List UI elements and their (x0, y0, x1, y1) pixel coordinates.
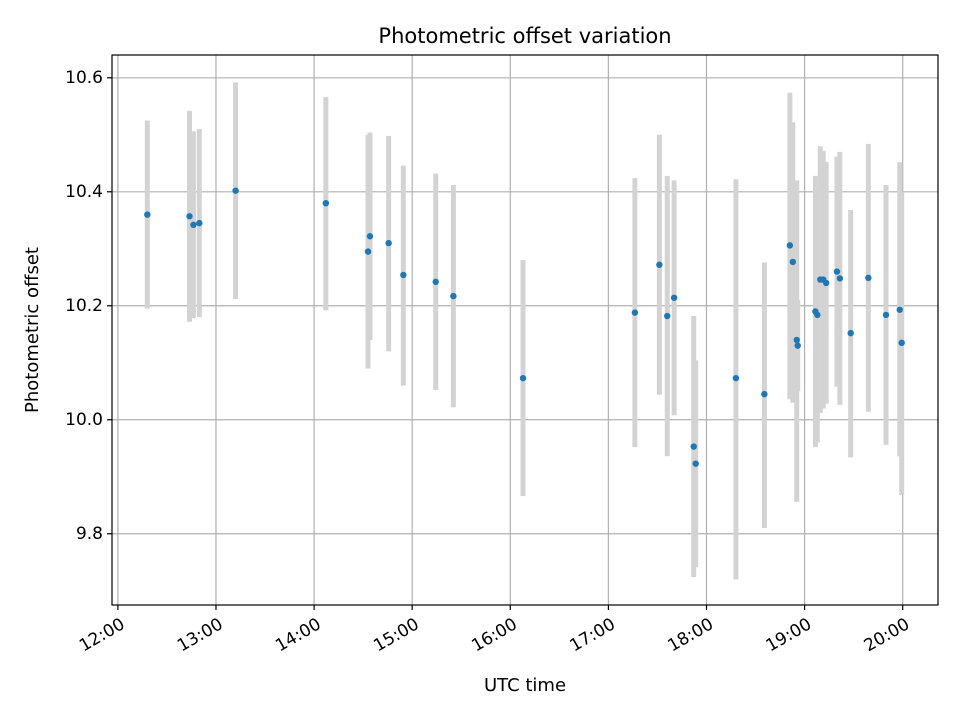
data-point (847, 329, 854, 337)
data-point (144, 211, 151, 218)
y-tick-label: 10.0 (65, 410, 103, 430)
data-points (144, 187, 905, 467)
data-point (822, 279, 830, 287)
data-point (732, 374, 740, 382)
data-point (432, 278, 439, 286)
data-point (896, 306, 903, 313)
data-point (786, 242, 794, 249)
plot-frame (111, 54, 939, 606)
data-point (865, 274, 872, 282)
x-axis-label: UTC time (484, 675, 566, 696)
data-point (761, 390, 768, 398)
y-tick-label: 10.6 (65, 68, 103, 88)
data-point (836, 275, 844, 282)
data-point (196, 219, 203, 227)
data-point (692, 460, 699, 467)
data-point (322, 199, 330, 207)
y-tick-label: 10.2 (65, 296, 103, 316)
y-axis-label: Photometric offset (22, 247, 43, 413)
y-tick-label: 10.4 (65, 182, 103, 202)
data-point (656, 261, 663, 268)
data-point (190, 221, 197, 229)
data-point (385, 239, 392, 247)
y-axis-ticks: 9.8 10.0 10.2 10.4 10.6 (65, 68, 112, 544)
data-point (664, 312, 671, 320)
data-point (814, 311, 821, 319)
data-point (898, 339, 905, 347)
y-tick-label: 9.8 (76, 524, 103, 544)
data-point (364, 248, 372, 255)
data-point (186, 213, 193, 220)
data-point (366, 233, 374, 240)
chart-title: Photometric offset variation (378, 24, 671, 48)
data-point (794, 342, 801, 349)
data-point (793, 336, 800, 344)
data-point (833, 268, 841, 275)
data-point (670, 294, 678, 301)
data-point (882, 311, 890, 319)
data-point (450, 292, 457, 300)
data-point (631, 309, 639, 316)
data-point (232, 187, 239, 194)
data-point (789, 258, 797, 266)
data-point (690, 443, 697, 450)
data-point (519, 374, 527, 382)
data-point (400, 271, 407, 279)
